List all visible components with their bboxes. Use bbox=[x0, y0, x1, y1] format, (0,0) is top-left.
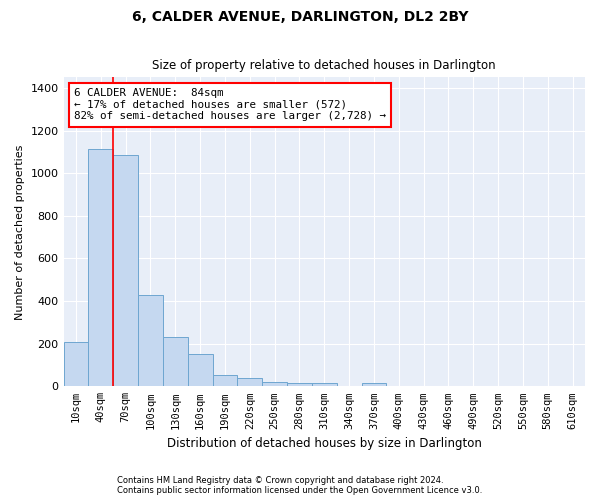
Text: 6 CALDER AVENUE:  84sqm
← 17% of detached houses are smaller (572)
82% of semi-d: 6 CALDER AVENUE: 84sqm ← 17% of detached… bbox=[74, 88, 386, 122]
Bar bbox=[188, 354, 212, 386]
Bar bbox=[212, 374, 238, 386]
Bar bbox=[362, 383, 386, 386]
Text: 6, CALDER AVENUE, DARLINGTON, DL2 2BY: 6, CALDER AVENUE, DARLINGTON, DL2 2BY bbox=[132, 10, 468, 24]
Bar bbox=[163, 338, 188, 386]
Bar bbox=[88, 148, 113, 386]
Bar bbox=[287, 383, 312, 386]
Title: Size of property relative to detached houses in Darlington: Size of property relative to detached ho… bbox=[152, 59, 496, 72]
Bar bbox=[262, 382, 287, 386]
Bar bbox=[312, 383, 337, 386]
Text: Contains HM Land Registry data © Crown copyright and database right 2024.
Contai: Contains HM Land Registry data © Crown c… bbox=[118, 476, 482, 495]
Bar bbox=[138, 294, 163, 386]
X-axis label: Distribution of detached houses by size in Darlington: Distribution of detached houses by size … bbox=[167, 437, 482, 450]
Y-axis label: Number of detached properties: Number of detached properties bbox=[15, 144, 25, 320]
Bar bbox=[113, 155, 138, 386]
Bar bbox=[238, 378, 262, 386]
Bar bbox=[64, 342, 88, 386]
